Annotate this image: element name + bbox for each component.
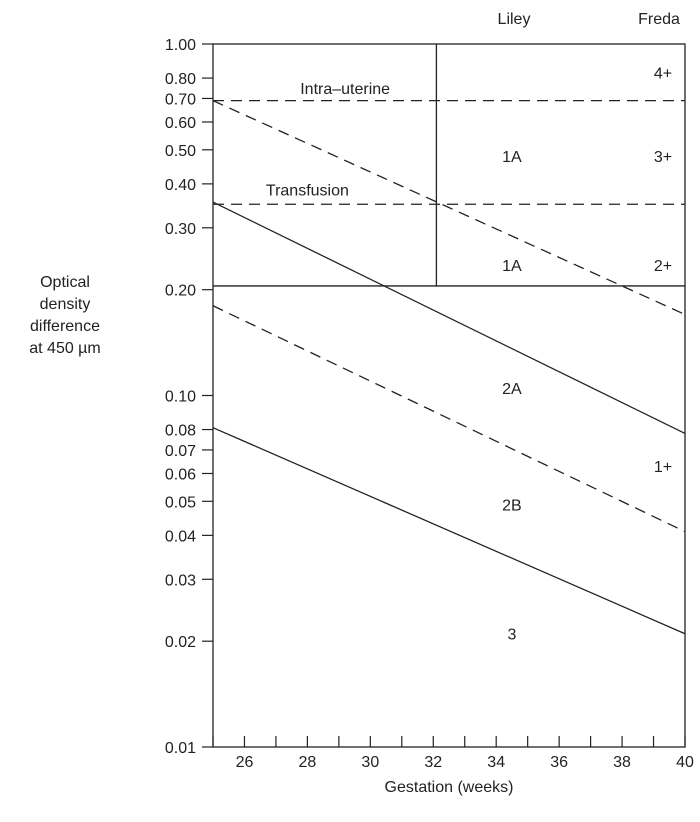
x-tick-label: 40 <box>676 754 694 771</box>
y-tick-label: 1.00 <box>165 37 196 54</box>
plot-frame <box>212 43 686 748</box>
y-tick-label: 0.02 <box>165 634 196 651</box>
x-tick-label: 28 <box>299 754 317 771</box>
zone-label: 2B <box>502 497 522 514</box>
zone-label: 1A <box>502 258 522 275</box>
y-tick-label: 0.60 <box>165 115 196 132</box>
y-tick-label: 0.06 <box>165 466 196 483</box>
y-tick-label: 0.01 <box>165 740 196 757</box>
y-axis-title-line: difference <box>30 318 100 335</box>
x-axis-title: Gestation (weeks) <box>385 779 514 796</box>
y-axis-title-line: Optical <box>40 274 90 291</box>
zone-label: 4+ <box>654 65 672 82</box>
y-tick-label: 0.10 <box>165 389 196 406</box>
x-tick-label: 32 <box>424 754 442 771</box>
zone-label: 1+ <box>654 459 672 476</box>
x-tick-label: 30 <box>361 754 379 771</box>
x-tick-label: 26 <box>236 754 254 771</box>
zone-label: 2+ <box>654 258 672 275</box>
y-axis-title-line: density <box>39 296 91 313</box>
zone-label: 1A <box>502 149 522 166</box>
solid-boundary-line <box>212 201 686 435</box>
y-tick-label: 0.03 <box>165 572 196 589</box>
zone-label: Transfusion <box>266 183 349 200</box>
zone-label: Intra–uterine <box>300 81 390 98</box>
y-tick-label: 0.07 <box>165 443 196 460</box>
zone-label: 3+ <box>654 149 672 166</box>
y-tick-label: 0.20 <box>165 283 196 300</box>
y-tick-label: 0.05 <box>165 494 196 511</box>
y-tick-label: 0.08 <box>165 423 196 440</box>
zone-label: 3 <box>507 627 516 644</box>
y-tick-label: 0.80 <box>165 71 196 88</box>
x-tick-label: 36 <box>550 754 568 771</box>
x-tick-label: 34 <box>487 754 505 771</box>
dashed-boundary-line <box>212 100 686 316</box>
dashed-boundary-line <box>212 305 686 533</box>
y-tick-label: 0.50 <box>165 143 196 160</box>
y-axis-title-line: at 450 µm <box>29 340 101 357</box>
zone-label: 2A <box>502 381 522 398</box>
y-tick-label: 0.40 <box>165 177 196 194</box>
liley-header: Liley <box>498 11 531 28</box>
y-axis-title: Optical density difference at 450 µm <box>0 272 130 360</box>
x-tick-label: 38 <box>613 754 631 771</box>
freda-header: Freda <box>638 11 680 28</box>
y-tick-label: 0.70 <box>165 91 196 108</box>
y-tick-label: 0.04 <box>165 528 196 545</box>
solid-boundary-line <box>212 427 686 635</box>
y-tick-label: 0.30 <box>165 221 196 238</box>
